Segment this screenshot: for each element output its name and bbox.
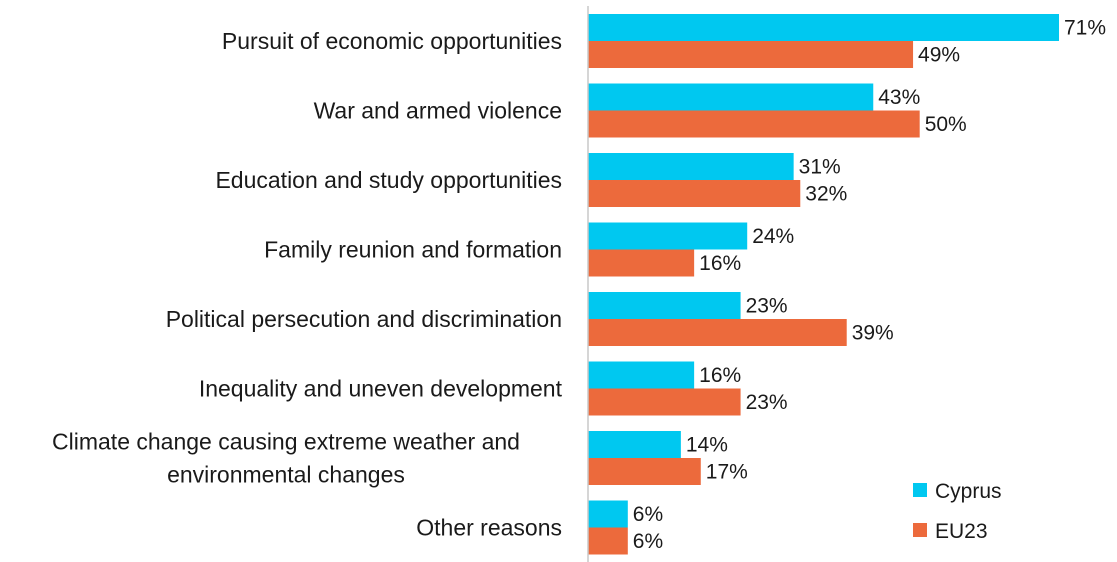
bar-cyprus-3 — [588, 222, 748, 250]
bar-eu23-7 — [588, 527, 628, 555]
legend-swatch-eu23 — [913, 523, 927, 537]
value-label-cyprus-3: 24% — [752, 225, 794, 248]
category-label-3: Family reunion and formation — [264, 237, 562, 263]
value-label-cyprus-5: 16% — [699, 364, 741, 387]
category-label-0: Pursuit of economic opportunities — [222, 28, 562, 54]
bar-eu23-3 — [588, 249, 695, 277]
value-label-eu23-2: 32% — [805, 183, 847, 206]
bar-cyprus-5 — [588, 361, 695, 389]
value-label-cyprus-6: 14% — [686, 434, 728, 457]
category-label-2: Education and study opportunities — [215, 167, 562, 193]
legend-label-cyprus: Cyprus — [935, 480, 1002, 503]
value-label-eu23-0: 49% — [918, 44, 960, 67]
value-label-eu23-7: 6% — [633, 530, 663, 553]
category-label-1: War and armed violence — [314, 98, 562, 124]
category-labels-group: Pursuit of economic opportunities War and… — [52, 28, 563, 541]
bars-group — [588, 14, 1059, 555]
bar-cyprus-7 — [588, 500, 628, 528]
legend-label-eu23: EU23 — [935, 520, 988, 543]
bar-cyprus-4 — [588, 292, 741, 319]
bar-cyprus-0 — [588, 14, 1059, 41]
value-label-cyprus-4: 23% — [746, 295, 788, 318]
value-label-eu23-5: 23% — [746, 391, 788, 414]
category-label-line-6-0: Climate change causing extreme weather a… — [52, 429, 520, 455]
category-label-6: Climate change causing extreme weather a… — [52, 429, 520, 488]
value-label-eu23-6: 17% — [706, 461, 748, 484]
legend: Cyprus EU23 — [913, 480, 1002, 543]
value-label-cyprus-1: 43% — [878, 86, 920, 109]
value-label-cyprus-2: 31% — [799, 156, 841, 179]
value-label-eu23-3: 16% — [699, 252, 741, 275]
legend-swatch-cyprus — [913, 483, 927, 497]
value-labels-group: 71%49%43%50%31%32%24%16%23%39%16%23%14%1… — [633, 17, 1106, 554]
value-label-cyprus-0: 71% — [1064, 17, 1106, 40]
category-label-line-6-1: environmental changes — [167, 462, 405, 488]
bar-eu23-1 — [588, 110, 920, 138]
bar-cyprus-1 — [588, 83, 874, 111]
bar-eu23-0 — [588, 41, 914, 68]
category-label-4: Political persecution and discrimination — [166, 306, 562, 332]
value-label-eu23-1: 50% — [925, 113, 967, 136]
bar-cyprus-2 — [588, 153, 794, 180]
bar-eu23-2 — [588, 180, 801, 207]
bar-eu23-6 — [588, 458, 701, 485]
bar-eu23-5 — [588, 388, 741, 416]
category-label-7: Other reasons — [416, 515, 562, 541]
value-label-cyprus-7: 6% — [633, 503, 663, 526]
bar-eu23-4 — [588, 319, 847, 346]
bar-cyprus-6 — [588, 431, 681, 458]
category-label-5: Inequality and uneven development — [199, 376, 563, 402]
value-label-eu23-4: 39% — [852, 322, 894, 345]
